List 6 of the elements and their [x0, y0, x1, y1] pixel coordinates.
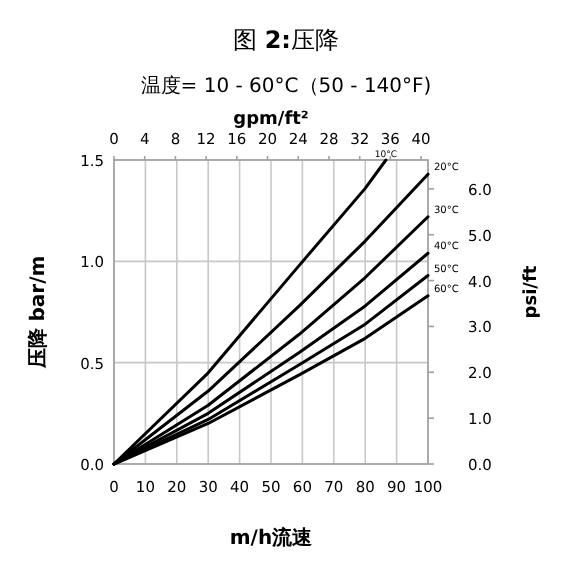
y2-axis-title: psi/ft — [522, 264, 542, 319]
chart-subtitle: 温度= 10 - 60°C（50 - 140°F) — [140, 74, 432, 98]
y-axis-title: 压降 bar/m — [26, 255, 50, 371]
x-axis-title: m/h流速 — [229, 526, 315, 550]
chart-title: 图 2:压降 — [233, 26, 339, 54]
x2-axis-title: gpm/ft² — [233, 110, 309, 130]
